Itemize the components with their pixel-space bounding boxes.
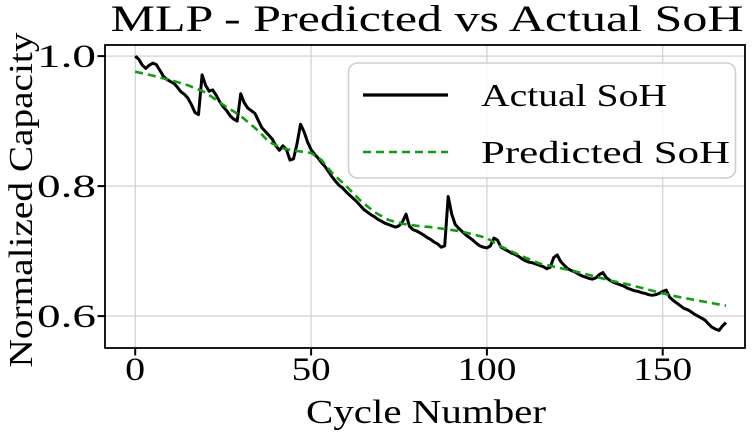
x-tick-label-50: 50 <box>292 352 331 388</box>
chart-title: MLP - Predicted vs Actual SoH <box>111 0 744 40</box>
legend-box <box>347 62 737 179</box>
legend-predicted-label: Predicted SoH <box>481 134 730 170</box>
legend-actual-label: Actual SoH <box>481 77 667 113</box>
tick-marks <box>97 55 664 356</box>
y-tick-label-0.8: 0.8 <box>37 169 96 205</box>
x-tick-label-150: 150 <box>633 352 692 388</box>
x-axis-label: Cycle Number <box>306 394 547 431</box>
tick-labels: 0 50 100 150 1.0 0.8 0.6 <box>37 39 692 388</box>
actual-soh-line <box>134 54 728 332</box>
y-tick-label-0.6: 0.6 <box>37 299 96 335</box>
x-tick-label-100: 100 <box>457 352 516 388</box>
y-tick-label-1.0: 1.0 <box>37 39 96 75</box>
legend: Actual SoH Predicted SoH <box>347 62 737 179</box>
plot-border <box>104 44 746 349</box>
x-tick-label-0: 0 <box>125 352 145 388</box>
y-axis-label: Normalized Capacity <box>3 33 40 368</box>
series-layer <box>134 54 728 332</box>
